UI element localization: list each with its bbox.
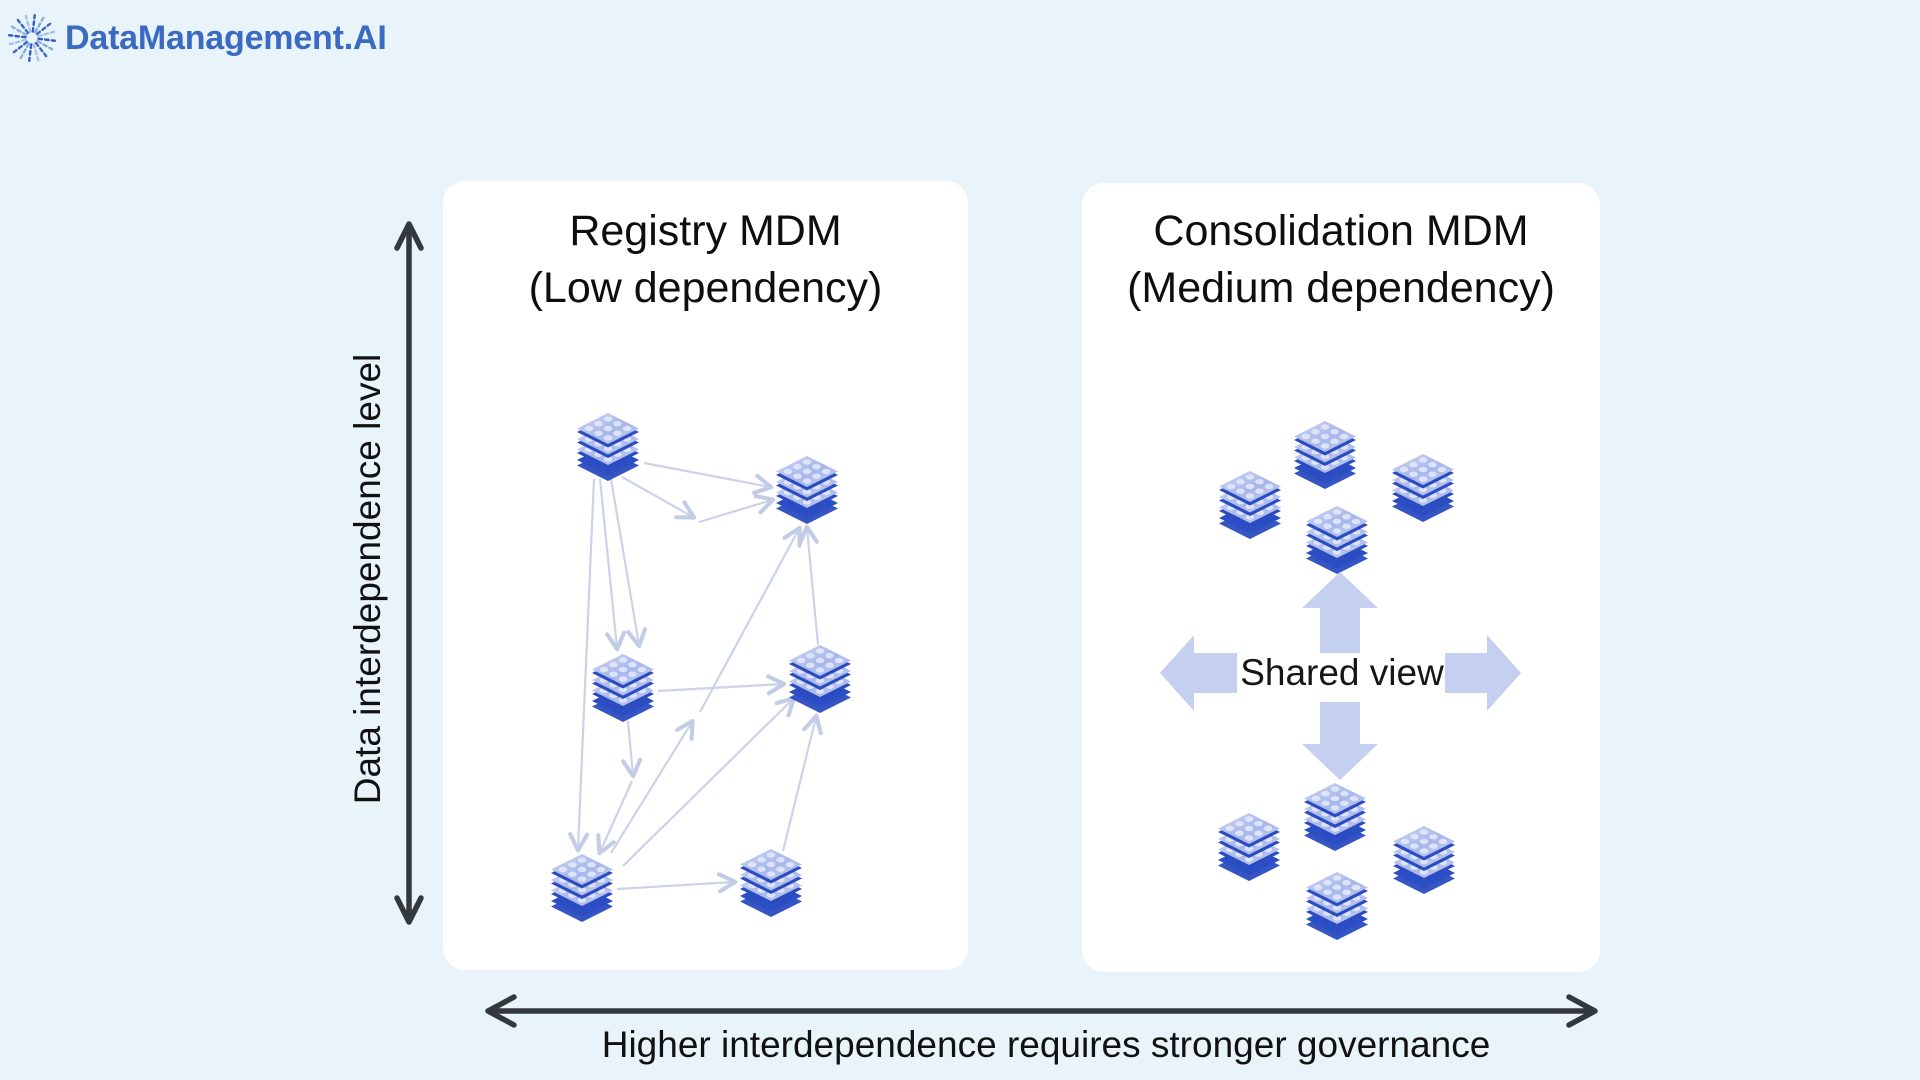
x-axis-label: Higher interdependence requires stronger… bbox=[601, 1024, 1491, 1065]
registry-card-title: Registry MDM (Low dependency) bbox=[443, 203, 968, 317]
consolidation-title-line1: Consolidation MDM bbox=[1153, 207, 1529, 255]
consolidation-title-line2: (Medium dependency) bbox=[1127, 264, 1555, 312]
logo-burst-icon bbox=[7, 13, 57, 63]
registry-title-line1: Registry MDM bbox=[569, 207, 842, 255]
registry-title-line2: (Low dependency) bbox=[528, 264, 883, 312]
x-axis-arrow bbox=[485, 994, 1598, 1028]
y-axis-arrow bbox=[394, 221, 424, 925]
consolidation-card-title: Consolidation MDM (Medium dependency) bbox=[1082, 203, 1600, 317]
logo: DataManagement.AI bbox=[6, 12, 387, 64]
logo-text: DataManagement.AI bbox=[65, 18, 387, 57]
y-axis-label: Data interdependence level bbox=[347, 353, 388, 805]
shared-view-label: Shared view bbox=[1240, 652, 1444, 693]
